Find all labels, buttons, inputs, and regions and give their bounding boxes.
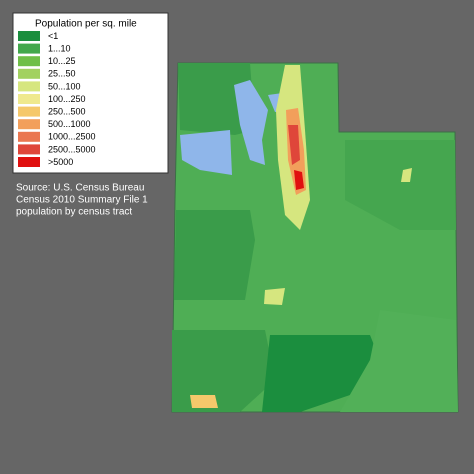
region (345, 140, 456, 230)
legend-swatch (18, 131, 40, 142)
legend-label: 1000...2500 (48, 132, 96, 142)
region (262, 335, 380, 412)
urban-core (294, 170, 304, 190)
st-george (190, 395, 218, 408)
legend-swatch (18, 31, 40, 41)
legend-label: <1 (48, 31, 58, 41)
legend-label: 10...25 (48, 56, 76, 66)
source-line: population by census tract (16, 207, 132, 218)
legend-items: <1 1...10 10...25 25...50 50...100 100...250 2… (18, 31, 96, 167)
legend-swatch (18, 119, 40, 130)
legend-swatch (18, 106, 40, 117)
region (340, 310, 458, 412)
legend-label: 100...250 (48, 94, 86, 104)
legend-swatch (18, 56, 40, 67)
legend-swatch (18, 157, 40, 167)
legend-swatch (18, 81, 40, 92)
legend-label: 1...10 (48, 43, 71, 53)
urban-core (288, 125, 300, 165)
legend-label: 500...1000 (48, 119, 91, 129)
legend-swatch (18, 43, 40, 54)
great-salt-lake (234, 80, 268, 165)
legend-swatch (18, 94, 40, 104)
legend-label: 25...50 (48, 69, 76, 79)
legend-label: 50...100 (48, 81, 81, 91)
region (174, 210, 255, 300)
source-line: Source: U.S. Census Bureau (16, 183, 144, 194)
utah-map (171, 62, 459, 413)
legend-label: 2500...5000 (48, 144, 96, 154)
legend-label: >5000 (48, 157, 73, 167)
town (264, 288, 285, 305)
legend-swatch (18, 144, 40, 155)
salt-flat (180, 130, 232, 175)
source-line: Census 2010 Summary File 1 (16, 195, 148, 206)
legend-swatch (18, 68, 40, 79)
region (178, 63, 255, 135)
legend-title: Population per sq. mile (35, 19, 137, 30)
region (172, 330, 275, 412)
town (401, 168, 412, 182)
legend-label: 250...500 (48, 106, 86, 116)
